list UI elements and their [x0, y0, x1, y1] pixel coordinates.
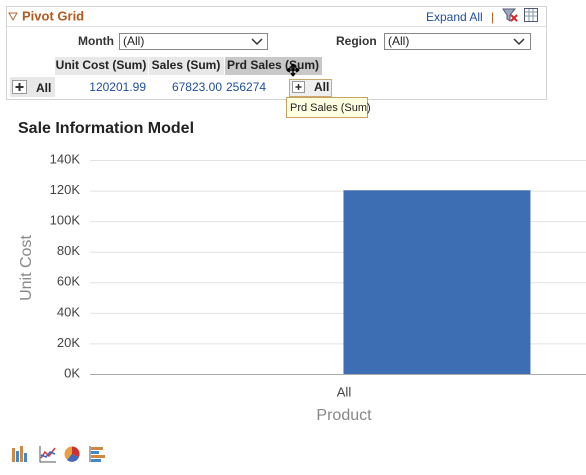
- panel-title: Pivot Grid: [22, 8, 84, 23]
- select-value: (All): [388, 34, 409, 48]
- pie-chart-icon[interactable]: [64, 446, 80, 462]
- bar: [343, 190, 531, 374]
- dropdown-arrow: [251, 38, 263, 46]
- separator: |: [491, 10, 494, 24]
- column-header-text: Unit Cost (Sum): [56, 58, 147, 72]
- y-tick-label: 40K: [57, 304, 80, 319]
- y-tick-label: 0K: [64, 365, 80, 380]
- collapse-icon[interactable]: [8, 12, 18, 22]
- y-tick-label: 80K: [57, 243, 80, 258]
- y-tick-label: 60K: [57, 274, 80, 289]
- y-tick-label: 100K: [50, 213, 81, 228]
- cell[interactable]: 120201.99: [89, 80, 146, 94]
- x-tick-label: All: [337, 384, 352, 399]
- plot: 0K 20K 40K 60K 80K 100K 120K 140K All: [50, 151, 586, 399]
- line-chart-icon[interactable]: [39, 446, 56, 463]
- expand-all[interactable]: Expand All: [426, 10, 483, 24]
- y-tick-label: 20K: [57, 335, 80, 350]
- tooltip: [286, 97, 368, 118]
- dropdown-arrow: [513, 38, 525, 46]
- y-tick-label: 140K: [50, 151, 81, 166]
- row-label: All: [36, 81, 51, 95]
- filter-icon[interactable]: [502, 8, 518, 22]
- drag-proxy: All: [289, 79, 332, 97]
- cell[interactable]: 67823.00: [172, 80, 222, 94]
- region-select[interactable]: [384, 33, 531, 50]
- filter-label: Month: [78, 34, 114, 48]
- move-cursor: [286, 63, 300, 77]
- horizontal-bar-icon[interactable]: [89, 446, 105, 462]
- tooltip-text: Prd Sales (Sum): [290, 102, 371, 114]
- column-header: [55, 57, 148, 75]
- drag-label: All: [314, 80, 329, 94]
- pivot-panel: [6, 6, 547, 100]
- chart-title: Sale Information Model: [18, 120, 194, 137]
- grid-icon[interactable]: [524, 8, 538, 22]
- cell[interactable]: 256274: [226, 80, 266, 94]
- month-select[interactable]: [119, 33, 268, 50]
- filter-label: Region: [336, 34, 377, 48]
- select-value: (All): [123, 34, 144, 48]
- x-axis-label: Product: [316, 407, 372, 424]
- bar-chart-icon[interactable]: [12, 446, 27, 462]
- y-tick-label: 120K: [50, 182, 81, 197]
- column-header: [149, 57, 224, 75]
- expand-row-icon[interactable]: [12, 80, 27, 94]
- y-axis-label: Unit Cost: [18, 235, 35, 301]
- column-header-text: Sales (Sum): [152, 58, 221, 72]
- column-header-text: Prd Sales (Sum): [227, 58, 319, 72]
